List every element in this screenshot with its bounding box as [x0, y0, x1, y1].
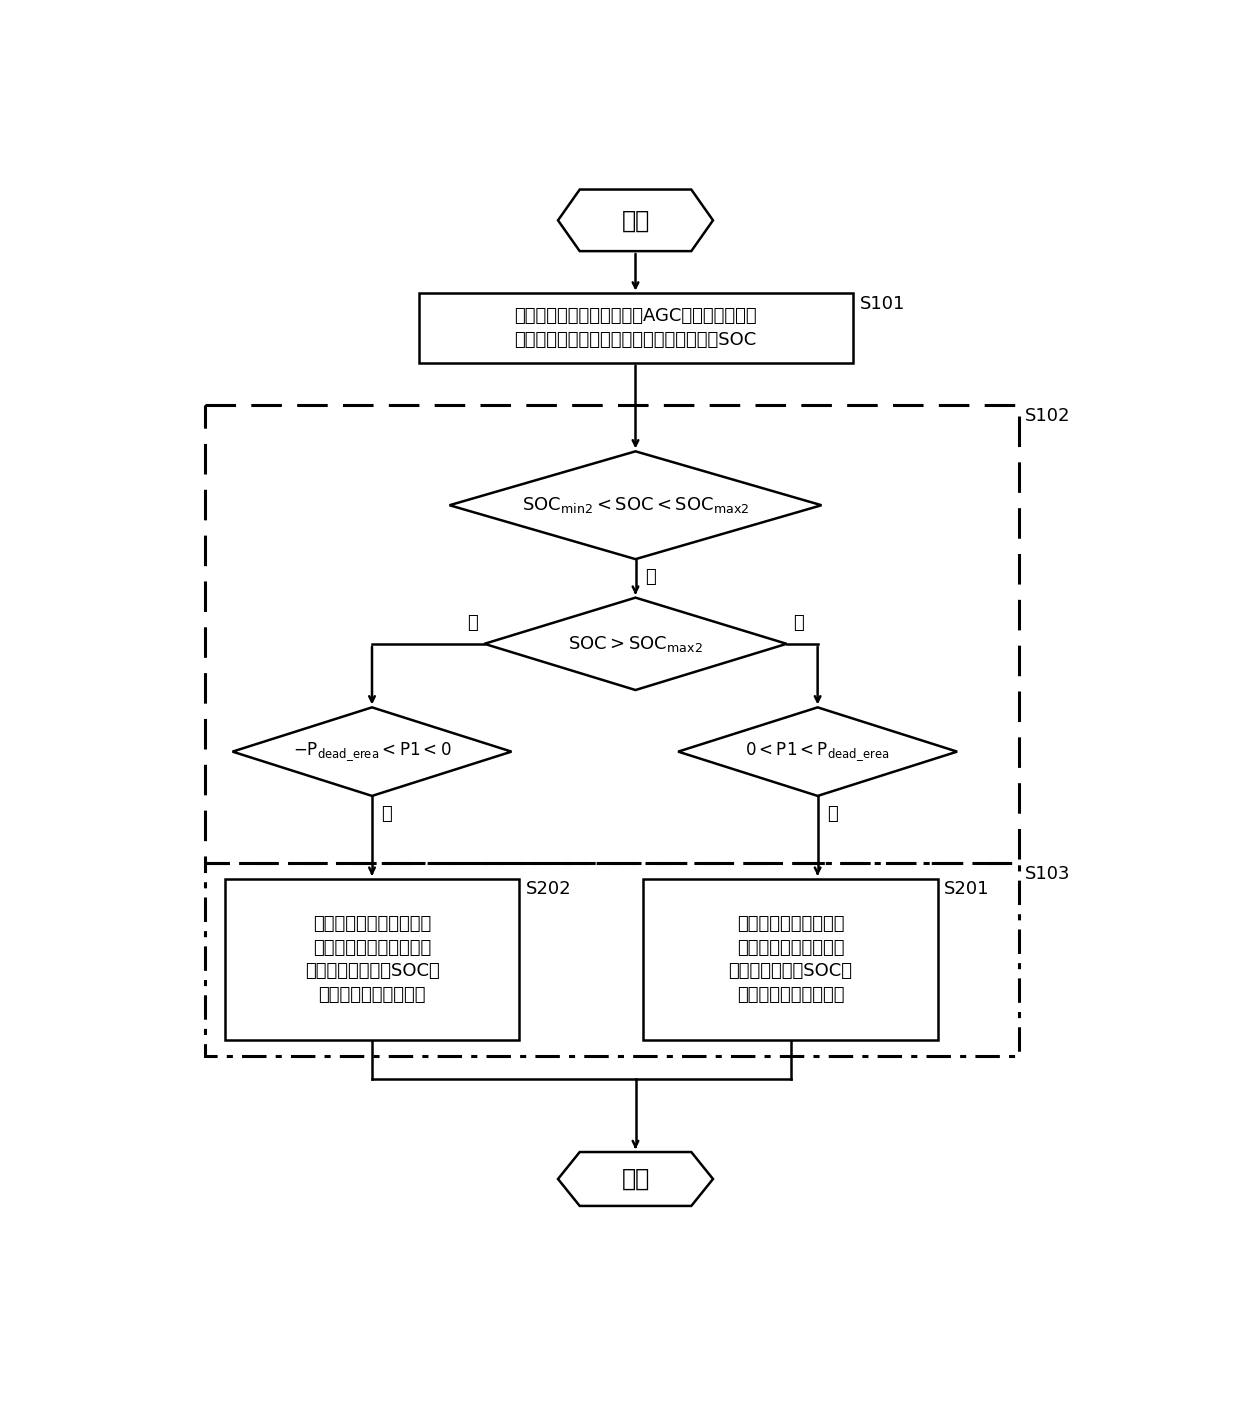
- Polygon shape: [678, 707, 957, 796]
- Text: $\mathrm{SOC_{min2}<SOC<SOC_{max2}}$: $\mathrm{SOC_{min2}<SOC<SOC_{max2}}$: [522, 495, 749, 515]
- Bar: [419, 294, 853, 363]
- Bar: [206, 863, 1019, 1056]
- Text: 结束: 结束: [621, 1166, 650, 1191]
- Text: $\mathrm{SOC>SOC_{max2}}$: $\mathrm{SOC>SOC_{max2}}$: [568, 634, 703, 654]
- Bar: [644, 878, 937, 1040]
- Polygon shape: [558, 1152, 713, 1206]
- Text: S201: S201: [944, 880, 990, 898]
- Text: 是: 是: [382, 805, 392, 823]
- Bar: [224, 878, 520, 1040]
- Polygon shape: [449, 451, 821, 559]
- Text: 控制储能系统以调频功
率指令和死区功率的和
値进行放电直至SOC变
换为理想范围的上限値: 控制储能系统以调频功 率指令和死区功率的和 値进行放电直至SOC变 换为理想范围…: [729, 915, 853, 1003]
- Text: 否: 否: [467, 613, 479, 631]
- Text: $\mathrm{0<P1<P_{dead\_erea}}$: $\mathrm{0<P1<P_{dead\_erea}}$: [745, 741, 890, 763]
- Text: $\mathrm{-P_{dead\_erea}<P1<0}$: $\mathrm{-P_{dead\_erea}<P1<0}$: [293, 741, 451, 763]
- Text: 控制储能系统以调频功率
指令减去死区功率指令的
差値进行充电直至SOC变
换为理想范围的下限値: 控制储能系统以调频功率 指令减去死区功率指令的 差値进行充电直至SOC变 换为理…: [305, 915, 439, 1003]
- Bar: [206, 406, 1019, 863]
- Text: S101: S101: [861, 295, 905, 314]
- Polygon shape: [485, 597, 786, 690]
- Polygon shape: [233, 707, 511, 796]
- Text: 在火储系统的储能系统处于AGC调频模式下时，
获得火储系统中储能系统的调频功率指令和SOC: 在火储系统的储能系统处于AGC调频模式下时， 获得火储系统中储能系统的调频功率指…: [515, 308, 756, 349]
- Text: S103: S103: [1025, 864, 1071, 883]
- Text: 否: 否: [645, 569, 656, 586]
- Text: 是: 是: [827, 805, 838, 823]
- Text: 开始: 开始: [621, 209, 650, 233]
- Text: S102: S102: [1025, 407, 1071, 424]
- Text: 是: 是: [792, 613, 804, 631]
- Polygon shape: [558, 190, 713, 251]
- Text: S202: S202: [526, 880, 572, 898]
